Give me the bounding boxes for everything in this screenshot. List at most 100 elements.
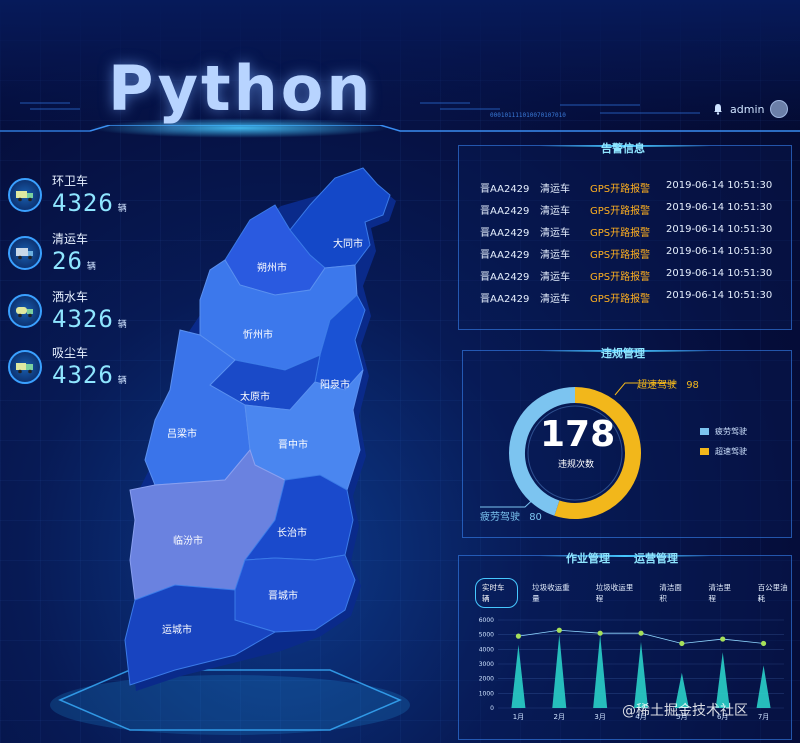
alarm-row[interactable]: 晋AA2429 清运车 GPS开路报警 2019-06-14 10:51:30 <box>480 290 776 305</box>
violation-total: 178 <box>540 414 616 455</box>
alarm-plate: 晋AA2429 <box>480 294 530 305</box>
y-tick-label: 4000 <box>479 646 494 653</box>
y-tick-label: 0 <box>490 705 494 712</box>
ops-title-right[interactable]: 运营管理 <box>634 552 678 565</box>
title-glow <box>90 118 390 138</box>
panel-title-bar <box>540 555 710 557</box>
garbage-truck-icon <box>8 235 42 270</box>
bar-5月 <box>674 672 689 708</box>
vacuum-truck-icon <box>8 349 42 384</box>
stat-value: 4326 <box>52 189 114 217</box>
region-yuncheng[interactable] <box>124 584 277 686</box>
callout-speeding: 超速驾驶 98 <box>637 376 699 391</box>
alarm-alert: GPS开路报警 <box>590 206 651 217</box>
legend-label: 超速驾驶 <box>715 447 747 456</box>
donut-inner-ring <box>527 405 623 501</box>
alarm-alert: GPS开路报警 <box>590 228 651 239</box>
x-tick-label: 5月 <box>676 713 687 721</box>
sprinkler-truck-icon <box>8 293 42 328</box>
tab-garbage-mileage[interactable]: 垃圾收运里程 <box>595 583 634 603</box>
hero-title: Python <box>108 52 374 125</box>
tab-garbage-weight[interactable]: 垃圾收运重量 <box>532 583 570 603</box>
line-point-2月 <box>556 627 562 633</box>
watermark-text: @稀土掘金技术社区 <box>622 703 748 719</box>
shanxi-map: 大同市 朔州市 忻州市 阳泉市 太原市 吕梁市 晋中市 临汾市 长治市 晋城市 … <box>124 167 396 691</box>
alarm-type: 清运车 <box>540 184 570 195</box>
alarm-alert: GPS开路报警 <box>590 184 651 195</box>
panel-title-bar <box>540 350 710 352</box>
y-tick-label: 2000 <box>479 676 494 683</box>
alarm-row[interactable]: 晋AA2429 清运车 GPS开路报警 2019-06-14 10:51:30 <box>480 268 776 283</box>
y-tick-label: 1000 <box>479 690 494 697</box>
avatar[interactable] <box>770 100 789 118</box>
sanitation-truck-icon <box>8 177 42 212</box>
region-label: 太原市 <box>240 390 270 403</box>
bar-6月 <box>715 652 730 708</box>
legend-speeding: 超速驾驶 <box>700 446 747 457</box>
x-tick-label: 3月 <box>594 713 605 721</box>
alarm-time: 2019-06-14 10:51:30 <box>666 246 773 257</box>
line-point-3月 <box>597 630 603 636</box>
bell-icon[interactable] <box>712 103 724 115</box>
alarm-type: 清运车 <box>540 250 570 261</box>
tab-cleaning-area[interactable]: 清洁面积 <box>659 583 682 603</box>
donut-slice-fatigue <box>509 387 576 516</box>
user-menu[interactable]: admin <box>712 100 789 118</box>
alarm-time: 2019-06-14 10:51:30 <box>666 202 773 213</box>
x-tick-label: 7月 <box>758 713 769 721</box>
alarm-alert: GPS开路报警 <box>590 272 651 283</box>
line-point-7月 <box>760 640 767 647</box>
line-point-5月 <box>679 640 685 647</box>
legend-fatigue: 疲劳驾驶 <box>700 426 747 437</box>
alarm-row[interactable]: 晋AA2429 清运车 GPS开路报警 2019-06-14 10:51:30 <box>480 202 776 217</box>
stat-sprinkler-truck: 洒水车 4326 辆 <box>8 288 127 333</box>
x-tick-label: 4月 <box>635 713 646 721</box>
alarm-type: 清运车 <box>540 294 570 305</box>
callout-fatigue-label: 疲劳驾驶 <box>480 512 520 523</box>
alarm-time: 2019-06-14 10:51:30 <box>666 290 773 301</box>
alarm-row[interactable]: 晋AA2429 清运车 GPS开路报警 2019-06-14 10:51:30 <box>480 224 776 239</box>
region-label: 朔州市 <box>257 261 287 274</box>
alarm-alert: GPS开路报警 <box>590 250 651 261</box>
ops-tabs: 实时车辆 垃圾收运重量 垃圾收运里程 清洁面积 清洁里程 百公里油耗 <box>475 578 800 608</box>
stat-value: 26 <box>52 247 83 275</box>
alarm-plate: 晋AA2429 <box>480 206 530 217</box>
stat-garbage-truck: 清运车 26 辆 <box>8 230 96 275</box>
stat-unit: 辆 <box>117 376 127 386</box>
stat-vacuum-truck: 吸尘车 4326 辆 <box>8 344 127 389</box>
region-label: 吕梁市 <box>167 427 197 440</box>
region-label: 临汾市 <box>173 534 203 547</box>
alarm-time: 2019-06-14 10:51:30 <box>666 224 773 235</box>
alarm-time: 2019-06-14 10:51:30 <box>666 180 773 191</box>
tab-cleaning-mileage[interactable]: 清洁里程 <box>708 583 732 603</box>
alarm-type: 清运车 <box>540 272 570 283</box>
violation-total-label: 违规次数 <box>557 460 594 470</box>
bar-7月 <box>756 665 771 708</box>
panel-title-bar <box>540 145 710 147</box>
callout-fatigue-value: 80 <box>529 512 542 523</box>
stat-sanitation-truck: 环卫车 4326 辆 <box>8 172 127 217</box>
bar-4月 <box>634 642 648 708</box>
stat-label: 洒水车 <box>52 290 89 304</box>
violation-panel-title: 违规管理 <box>601 347 645 360</box>
alarm-panel-title: 告警信息 <box>601 142 645 155</box>
alarm-row[interactable]: 晋AA2429 清运车 GPS开路报警 2019-06-14 10:51:30 <box>480 246 776 261</box>
stat-unit: 辆 <box>86 262 96 272</box>
ops-title-left[interactable]: 作业管理 <box>566 552 610 565</box>
y-tick-label: 6000 <box>479 617 494 624</box>
alarm-alert: GPS开路报警 <box>590 294 651 305</box>
stat-unit: 辆 <box>117 204 127 214</box>
callout-speeding-value: 98 <box>686 380 699 391</box>
username: admin <box>730 102 765 116</box>
region-label: 忻州市 <box>243 328 273 341</box>
ops-chart: 0 1000 2000 3000 4000 5000 6000 1月 2月 3月 4月 5月 6月 7月 <box>479 617 784 721</box>
stat-value: 4326 <box>52 305 114 333</box>
bar-1月 <box>511 644 526 708</box>
stat-label: 清运车 <box>52 232 89 246</box>
bar-2月 <box>552 634 567 708</box>
region-label: 晋城市 <box>268 589 298 602</box>
alarm-plate: 晋AA2429 <box>480 272 530 283</box>
tab-fuel-per-100km[interactable]: 百公里油耗 <box>757 583 788 603</box>
tab-realtime-vehicles[interactable]: 实时车辆 <box>475 578 519 608</box>
alarm-row[interactable]: 晋AA2429 清运车 GPS开路报警 2019-06-14 10:51:30 <box>480 180 776 195</box>
